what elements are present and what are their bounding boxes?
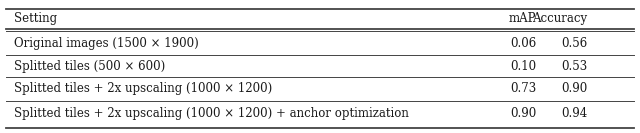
Text: Splitted tiles + 2x upscaling (1000 × 1200): Splitted tiles + 2x upscaling (1000 × 12… bbox=[14, 82, 273, 95]
Text: Splitted tiles + 2x upscaling (1000 × 1200) + anchor optimization: Splitted tiles + 2x upscaling (1000 × 12… bbox=[14, 107, 409, 120]
Text: 0.53: 0.53 bbox=[561, 60, 588, 73]
Text: 0.94: 0.94 bbox=[561, 107, 588, 120]
Text: 0.73: 0.73 bbox=[510, 82, 536, 95]
Text: 0.06: 0.06 bbox=[510, 37, 536, 50]
Text: Original images (1500 × 1900): Original images (1500 × 1900) bbox=[14, 37, 199, 50]
Text: 0.56: 0.56 bbox=[561, 37, 588, 50]
Text: mAP: mAP bbox=[509, 12, 536, 25]
Text: Setting: Setting bbox=[14, 12, 57, 25]
Text: 0.90: 0.90 bbox=[510, 107, 536, 120]
Text: 0.10: 0.10 bbox=[510, 60, 536, 73]
Text: Splitted tiles (500 × 600): Splitted tiles (500 × 600) bbox=[14, 60, 165, 73]
Text: Accuracy: Accuracy bbox=[532, 12, 588, 25]
Text: 0.90: 0.90 bbox=[561, 82, 588, 95]
